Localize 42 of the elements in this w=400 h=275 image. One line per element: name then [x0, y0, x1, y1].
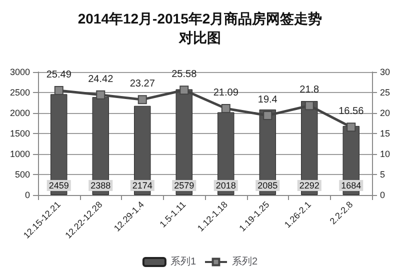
data-label: 16.56 — [338, 106, 364, 118]
data-label: 21.8 — [300, 84, 320, 96]
data-label: 21.09 — [213, 88, 239, 99]
data-label: 1684 — [341, 180, 362, 190]
y-tick-label: 500 — [14, 170, 30, 180]
point — [346, 122, 356, 132]
y-tick-label: 1500 — [10, 128, 30, 138]
bar — [50, 94, 68, 195]
data-label: 2018 — [216, 180, 236, 190]
data-label: 2292 — [299, 180, 320, 190]
y-tick-label: 3000 — [10, 67, 30, 77]
legend-label: 系列2 — [232, 256, 258, 268]
data-label: 2388 — [90, 180, 111, 190]
y-tick-label: 2000 — [10, 108, 30, 118]
y-tick-label: 1000 — [10, 149, 30, 159]
y2-tick-label: 30 — [380, 67, 390, 77]
y2-tick-label: 25 — [380, 88, 390, 98]
point — [221, 104, 230, 114]
y2-tick-label: 20 — [380, 108, 390, 118]
data-label: 19.4 — [258, 94, 278, 106]
data-label: 2085 — [258, 180, 278, 190]
y2-tick-label: 15 — [380, 128, 390, 138]
data-label: 23.27 — [130, 78, 156, 90]
data-label: 2579 — [174, 180, 194, 190]
data-label: 2174 — [132, 180, 152, 190]
data-label: 25.49 — [46, 69, 72, 80]
point — [304, 101, 314, 110]
data-label: 25.58 — [172, 69, 198, 80]
point — [138, 95, 147, 104]
point — [54, 86, 64, 95]
y-tick-label: 2500 — [10, 88, 30, 98]
y-tick-label: 0 — [24, 190, 30, 200]
data-label: 24.42 — [88, 74, 114, 85]
y2-tick-label: 10 — [380, 149, 390, 159]
data-label: 2459 — [48, 180, 69, 190]
chart-title: 2014年12月-2015年2月商品房网签走势对比图 — [78, 10, 322, 46]
point — [96, 90, 106, 100]
legend-label: 系列1 — [170, 256, 196, 268]
point — [263, 110, 272, 120]
point — [180, 86, 189, 95]
y2-tick-label: 0 — [380, 190, 386, 200]
y2-tick-label: 5 — [380, 170, 386, 180]
